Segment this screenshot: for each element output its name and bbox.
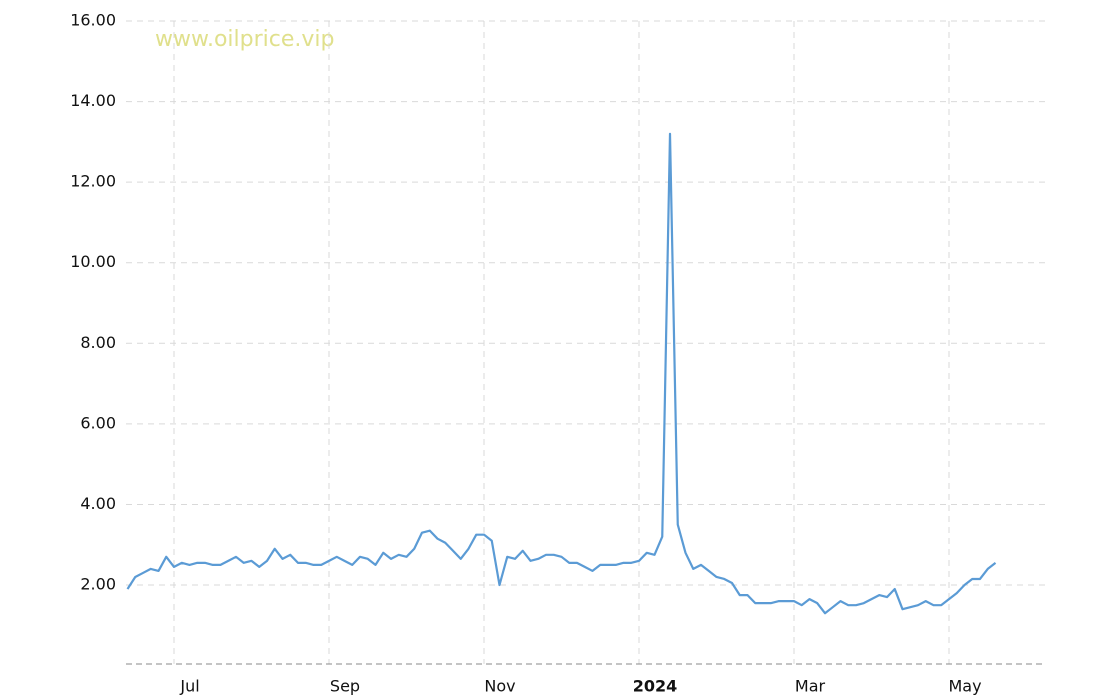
- x-tick-label: Nov: [484, 677, 515, 696]
- x-tick-label: May: [948, 677, 981, 696]
- x-tick-label: Sep: [330, 677, 360, 696]
- y-tick-label: 4.00: [80, 494, 116, 513]
- y-tick-label: 12.00: [70, 172, 116, 191]
- y-tick-label: 16.00: [70, 11, 116, 30]
- y-tick-label: 10.00: [70, 252, 116, 271]
- y-tick-label: 8.00: [80, 333, 116, 352]
- watermark: www.oilprice.vip: [155, 27, 334, 52]
- data-line: [126, 132, 997, 615]
- x-tick-label: 2024: [633, 677, 678, 696]
- y-tick-label: 14.00: [70, 91, 116, 110]
- y-tick-label: 2.00: [80, 575, 116, 594]
- x-tick-label: Mar: [795, 677, 826, 696]
- x-tick-label: Jul: [179, 677, 199, 696]
- y-tick-label: 6.00: [80, 413, 116, 432]
